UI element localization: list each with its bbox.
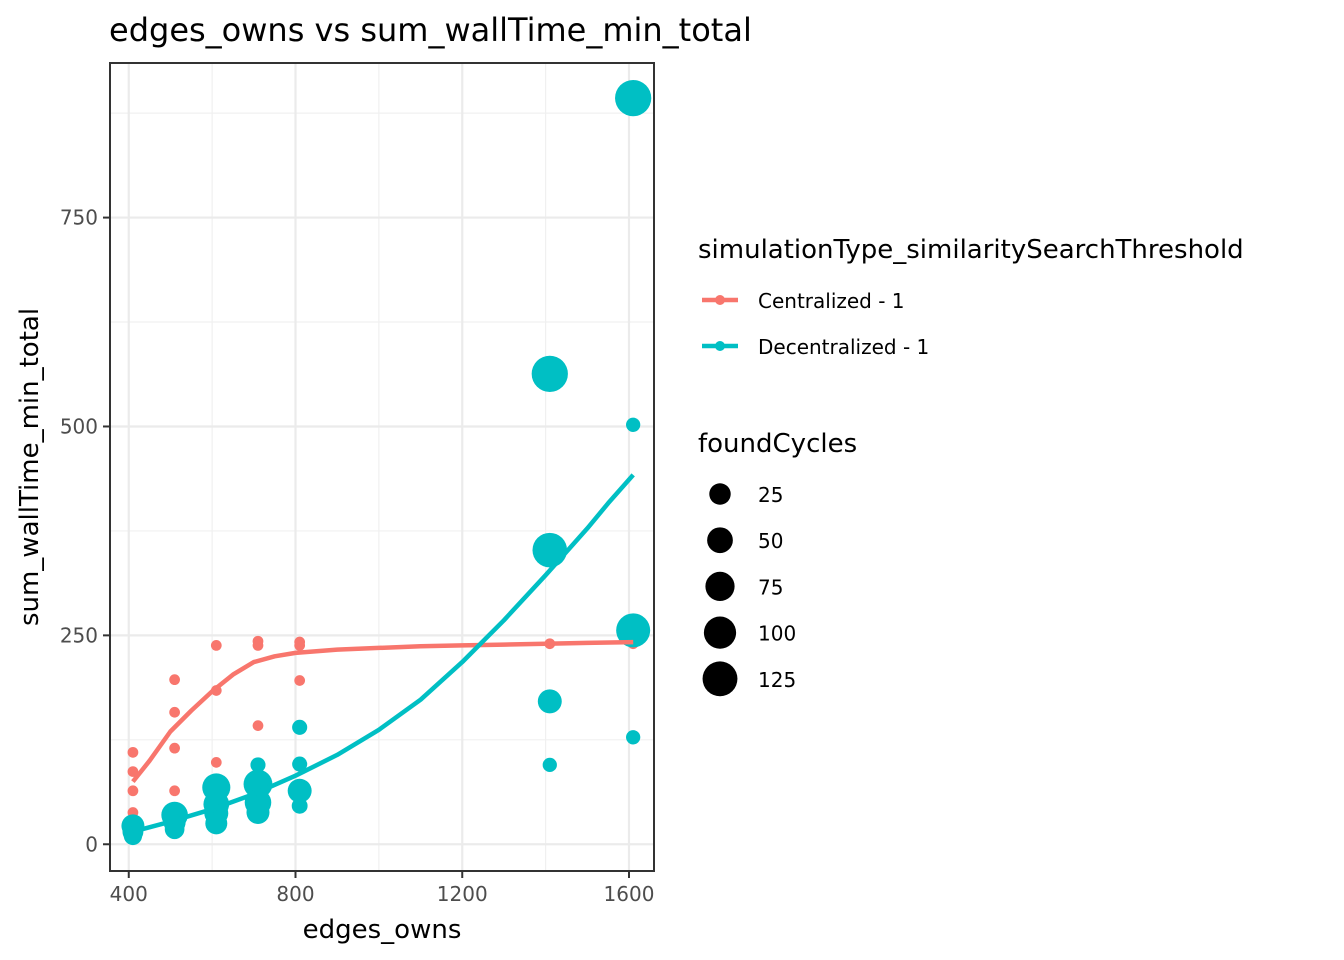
data-point-decentralized bbox=[292, 756, 308, 772]
legend-size-label: 50 bbox=[758, 529, 783, 553]
data-point-centralized bbox=[127, 766, 139, 777]
x-tick-label: 1600 bbox=[604, 882, 655, 906]
data-point-centralized bbox=[252, 640, 264, 651]
legend-size-items: 25 50 75 100 125 bbox=[702, 483, 796, 697]
y-tick-label: 750 bbox=[60, 206, 98, 230]
data-point-centralized bbox=[169, 674, 180, 686]
x-tick-label: 800 bbox=[276, 882, 314, 906]
trend-line-decentralized bbox=[132, 473, 635, 834]
legend-label: Centralized - 1 bbox=[758, 289, 905, 313]
data-point-centralized bbox=[127, 746, 139, 758]
legend-size-key bbox=[703, 616, 737, 649]
legend-color-title: simulationType_similaritySearchThreshold bbox=[698, 235, 1244, 265]
legend-size-key bbox=[705, 571, 735, 602]
legend-size-label: 75 bbox=[758, 575, 783, 599]
plot-background bbox=[110, 63, 654, 871]
data-point-decentralized bbox=[615, 79, 652, 117]
data-point-decentralized bbox=[532, 532, 568, 568]
data-point-decentralized bbox=[531, 355, 568, 392]
data-point-decentralized bbox=[292, 719, 308, 735]
data-point-decentralized bbox=[164, 819, 185, 840]
chart-title: edges_owns vs sum_wallTime_min_total bbox=[109, 11, 752, 49]
data-point-decentralized bbox=[250, 757, 266, 773]
legend-color-items: Centralized - 1 Decentralized - 1 bbox=[702, 289, 929, 359]
y-tick-label: 500 bbox=[60, 414, 98, 438]
legend-key-point bbox=[715, 341, 725, 351]
data-point-decentralized bbox=[246, 801, 270, 825]
plot-border bbox=[109, 62, 655, 872]
legend-size-title: foundCycles bbox=[698, 429, 857, 459]
legend-size-label: 125 bbox=[758, 668, 796, 692]
data-point-decentralized bbox=[287, 778, 312, 803]
y-tick-label: 0 bbox=[85, 832, 98, 856]
legend-size-key bbox=[709, 483, 731, 505]
data-point-centralized bbox=[294, 675, 306, 686]
x-axis-label: edges_owns bbox=[303, 915, 462, 945]
y-tick-label: 250 bbox=[60, 623, 98, 647]
legend-key-point bbox=[715, 295, 725, 305]
data-point-decentralized bbox=[626, 417, 641, 432]
data-point-decentralized bbox=[291, 797, 308, 814]
legend-label: Decentralized - 1 bbox=[758, 335, 929, 359]
data-point-centralized bbox=[169, 785, 180, 797]
plot-area: 400 800 1200 1600 0 250 500 750 bbox=[60, 62, 655, 906]
data-point-decentralized bbox=[542, 757, 557, 773]
x-tick-label: 400 bbox=[110, 882, 148, 906]
y-axis-label: sum_wallTime_min_total bbox=[15, 308, 45, 626]
legend-size-key bbox=[707, 527, 733, 554]
data-point-decentralized bbox=[205, 812, 228, 835]
data-point-decentralized bbox=[537, 689, 562, 714]
legend-size-key bbox=[702, 661, 738, 697]
legend-size-label: 100 bbox=[758, 622, 796, 646]
data-point-centralized bbox=[210, 640, 222, 651]
data-point-centralized bbox=[169, 742, 180, 754]
data-point-centralized bbox=[127, 785, 139, 797]
data-point-centralized bbox=[294, 640, 306, 651]
data-point-centralized bbox=[252, 720, 264, 731]
data-point-centralized bbox=[169, 706, 180, 718]
legend-size-label: 25 bbox=[758, 483, 783, 507]
data-point-decentralized bbox=[626, 730, 641, 745]
trend-line-centralized bbox=[131, 639, 634, 784]
data-point-decentralized bbox=[616, 613, 651, 648]
data-point-centralized bbox=[210, 757, 222, 768]
x-tick-label: 1200 bbox=[437, 882, 488, 906]
legend: simulationType_similaritySearchThreshold… bbox=[698, 235, 1244, 697]
